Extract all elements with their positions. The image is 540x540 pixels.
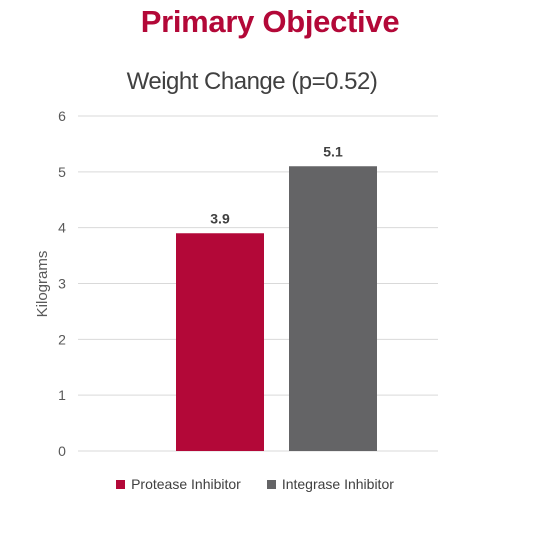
data-label: 3.9 — [210, 210, 230, 226]
data-label: 5.1 — [323, 143, 343, 159]
chart-title: Weight Change (p=0.52) — [126, 68, 378, 95]
y-tick-label: 3 — [58, 276, 66, 292]
y-tick-label: 2 — [58, 331, 66, 347]
y-axis-ticks: 0 1 2 3 4 5 6 — [58, 108, 66, 459]
legend: Protease Inhibitor Integrase Inhibitor — [0, 476, 510, 492]
legend-swatch — [116, 479, 126, 489]
legend-swatch — [266, 479, 276, 489]
y-tick-label: 4 — [58, 220, 66, 236]
y-axis-label: Kilograms — [34, 251, 51, 318]
legend-label: Protease Inhibitor — [131, 476, 241, 492]
bars — [176, 166, 377, 451]
y-tick-label: 0 — [58, 443, 66, 459]
data-labels: 3.9 5.1 — [210, 143, 343, 226]
bar-protease-inhibitor — [176, 233, 264, 451]
y-tick-label: 5 — [58, 164, 66, 180]
legend-label: Integrase Inhibitor — [281, 476, 394, 492]
page-title: Primary Objective — [140, 4, 400, 39]
y-tick-label: 6 — [58, 108, 66, 124]
bar-integrase-inhibitor — [289, 166, 377, 451]
legend-item: Protease Inhibitor — [116, 476, 241, 492]
legend-item: Integrase Inhibitor — [266, 476, 394, 492]
y-tick-label: 1 — [58, 387, 66, 403]
